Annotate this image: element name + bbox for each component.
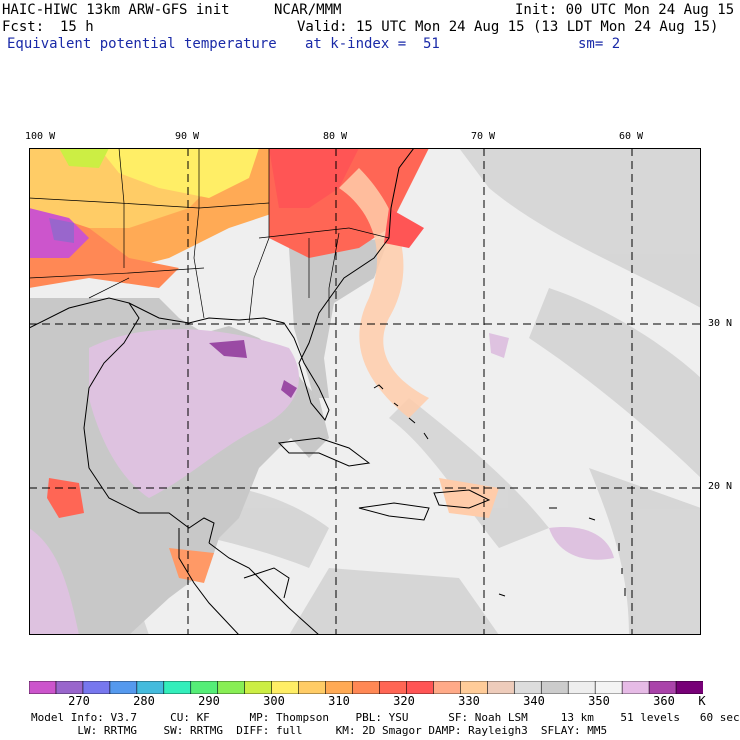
central-america-hot-spot [169,548,214,583]
colorbar-swatch [540,681,569,694]
colorbar-tick-label: 270 [68,694,90,708]
colorbar-swatch [325,681,354,694]
colorbar-tick-label: 280 [133,694,155,708]
carolina-red-core [384,208,424,248]
lon-label-100w: 100 W [25,131,56,142]
cold-pocket-purple [49,218,74,243]
colorbar-swatch [298,681,327,694]
model-info-line2: LW: RRTMG SW: RRTMG DIFF: full KM: 2D Sm… [31,724,608,737]
organization: NCAR/MMM [274,2,342,18]
warm-band-green [59,148,109,168]
lat-lon-grid [29,148,701,635]
island-outlines [373,384,626,597]
colorbar-swatch [352,681,381,694]
political-borders [29,148,390,324]
colorbar-swatch [109,681,138,694]
forecast-hour: 15 h [60,19,94,35]
colorbar-swatch [406,681,435,694]
colorbar-swatch [29,681,57,694]
colorbar-swatch [648,681,677,694]
colorbar-swatch [675,681,703,694]
colorbar [29,681,703,694]
colorbar-swatch [487,681,516,694]
colorbar-tick-label: 350 [588,694,610,708]
colorbar-swatch [244,681,273,694]
colorbar-tick-label: 330 [458,694,480,708]
caribbean-low-theta-e [549,527,614,560]
colorbar-swatch [379,681,408,694]
colorbar-tick-label: 310 [328,694,350,708]
model-title: HAIC-HIWC 13km ARW-GFS init [2,2,230,18]
field-name: Equivalent potential temperature [7,36,277,52]
valid-time: Valid: 15 UTC Mon 24 Aug 15 (13 LDT Mon … [297,19,719,35]
map-frame [29,148,701,635]
colorbar-tick-label: 290 [198,694,220,708]
colorbar-swatch [190,681,219,694]
level-index: at k-index = 51 [305,36,440,52]
colorbar-tick-label: 340 [523,694,545,708]
smoothing: sm= 2 [578,36,621,52]
gulf-low-theta-e [89,329,299,498]
gulf-min-patch [209,340,247,358]
map-panel [29,148,701,635]
lon-label-90w: 90 W [175,131,200,142]
warm-band-yellow [99,148,259,198]
colorbar-swatch [460,681,489,694]
lon-label-60w: 60 W [619,131,644,142]
colorbar-swatch [594,681,623,694]
lon-label-70w: 70 W [471,131,496,142]
colorbar-swatch [567,681,596,694]
colorbar-swatch [217,681,246,694]
lat-label-30n: 30 N [708,318,733,329]
init-time: Init: 00 UTC Mon 24 Aug 15 [515,2,735,18]
coastlines [29,148,491,635]
gulf-min-patch-2 [281,380,297,398]
colorbar-swatch [433,681,462,694]
colorbar-tick-label: 360 [653,694,675,708]
colorbar-swatch [136,681,165,694]
colorbar-swatch [55,681,84,694]
warm-tongue-peach [339,168,429,418]
colorbar-swatch [163,681,192,694]
forecast-label: Fcst: [2,19,45,35]
lon-label-80w: 80 W [323,131,348,142]
colorbar-unit: K [698,694,706,708]
colorbar-swatch [513,681,543,694]
land-southeast-us [289,238,389,398]
lat-label-20n: 20 N [708,481,733,492]
colorbar-tick-label: 320 [393,694,415,708]
colorbar-swatch [271,681,300,694]
colorbar-swatch [82,681,111,694]
pacific-low-theta-e [29,528,79,635]
atlantic-low-patch [489,333,509,358]
colorbar-tick-label: 300 [263,694,285,708]
model-info-line1: Model Info: V3.7 CU: KF MP: Thompson PBL… [31,711,740,724]
colorbar-swatch [621,681,650,694]
